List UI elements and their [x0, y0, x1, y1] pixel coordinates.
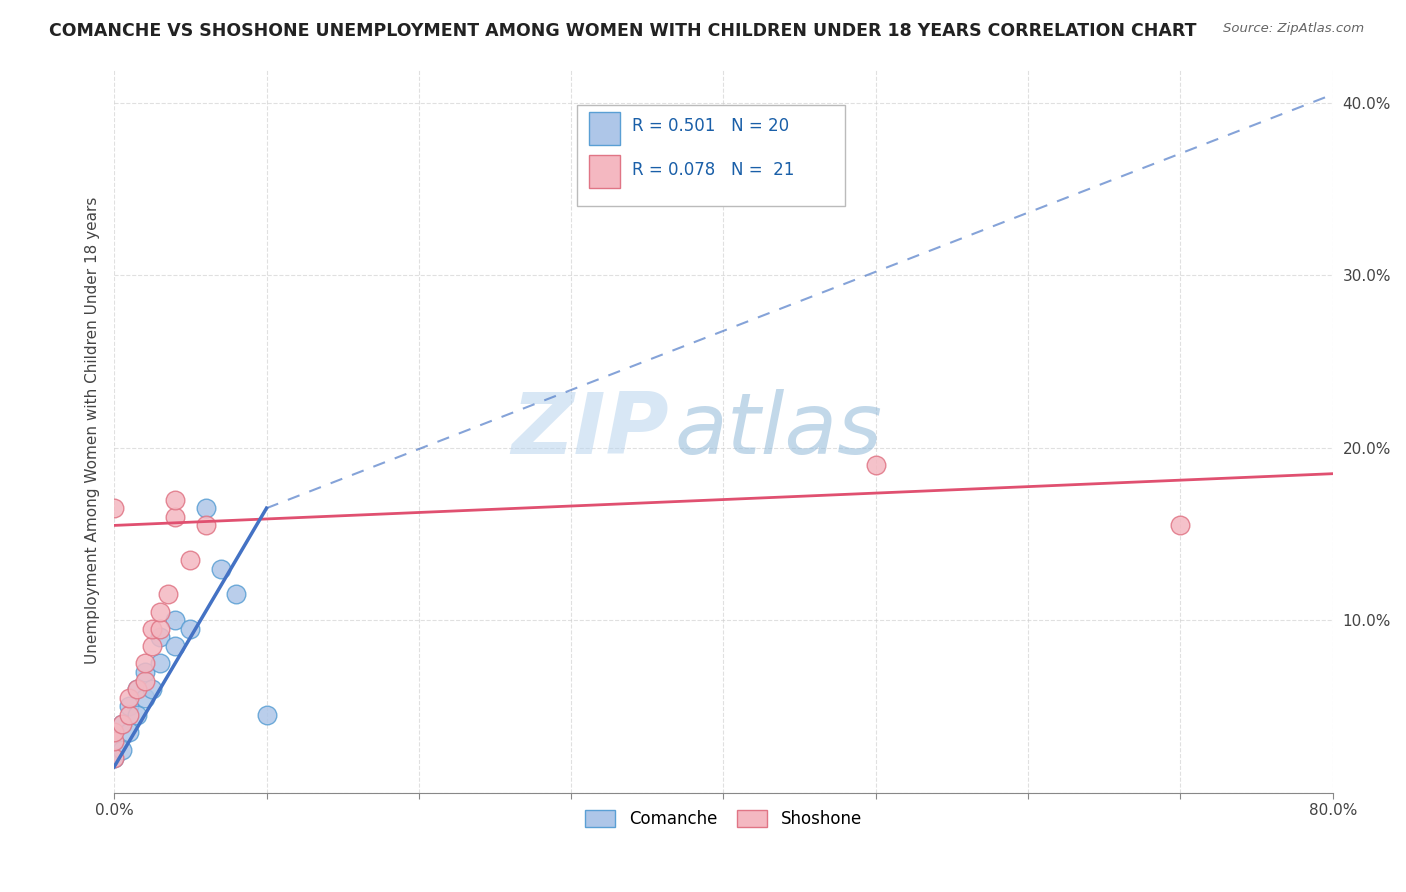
Point	[103, 734, 125, 748]
Y-axis label: Unemployment Among Women with Children Under 18 years: Unemployment Among Women with Children U…	[86, 197, 100, 665]
Point	[865, 458, 887, 472]
Legend: Comanche, Shoshone: Comanche, Shoshone	[579, 804, 869, 835]
Point	[141, 622, 163, 636]
FancyBboxPatch shape	[589, 155, 620, 188]
Point	[194, 501, 217, 516]
Point	[111, 716, 134, 731]
Point	[118, 725, 141, 739]
Point	[125, 682, 148, 697]
Point	[118, 699, 141, 714]
Point	[149, 622, 172, 636]
Text: atlas: atlas	[675, 389, 883, 472]
Point	[1170, 518, 1192, 533]
Point	[103, 751, 125, 765]
Point	[103, 751, 125, 765]
Point	[103, 725, 125, 739]
Point	[194, 518, 217, 533]
Point	[134, 665, 156, 679]
Point	[149, 657, 172, 671]
Point	[165, 509, 187, 524]
Point	[225, 587, 247, 601]
Point	[149, 605, 172, 619]
Point	[165, 639, 187, 653]
FancyBboxPatch shape	[589, 112, 620, 145]
Point	[209, 561, 232, 575]
Text: R = 0.501   N = 20: R = 0.501 N = 20	[633, 118, 789, 136]
Point	[149, 631, 172, 645]
Point	[165, 492, 187, 507]
Point	[111, 716, 134, 731]
Text: R = 0.078   N =  21: R = 0.078 N = 21	[633, 161, 794, 179]
Point	[125, 682, 148, 697]
Text: Source: ZipAtlas.com: Source: ZipAtlas.com	[1223, 22, 1364, 36]
Point	[125, 708, 148, 723]
Point	[111, 742, 134, 756]
Point	[165, 613, 187, 627]
Point	[118, 708, 141, 723]
Point	[179, 622, 201, 636]
FancyBboxPatch shape	[578, 104, 845, 206]
Point	[118, 690, 141, 705]
Text: ZIP: ZIP	[510, 389, 669, 472]
Text: COMANCHE VS SHOSHONE UNEMPLOYMENT AMONG WOMEN WITH CHILDREN UNDER 18 YEARS CORRE: COMANCHE VS SHOSHONE UNEMPLOYMENT AMONG …	[49, 22, 1197, 40]
Point	[134, 690, 156, 705]
Point	[156, 587, 179, 601]
Point	[179, 553, 201, 567]
Point	[256, 708, 278, 723]
Point	[134, 657, 156, 671]
Point	[103, 734, 125, 748]
Point	[141, 639, 163, 653]
Point	[134, 673, 156, 688]
Point	[103, 501, 125, 516]
Point	[141, 682, 163, 697]
